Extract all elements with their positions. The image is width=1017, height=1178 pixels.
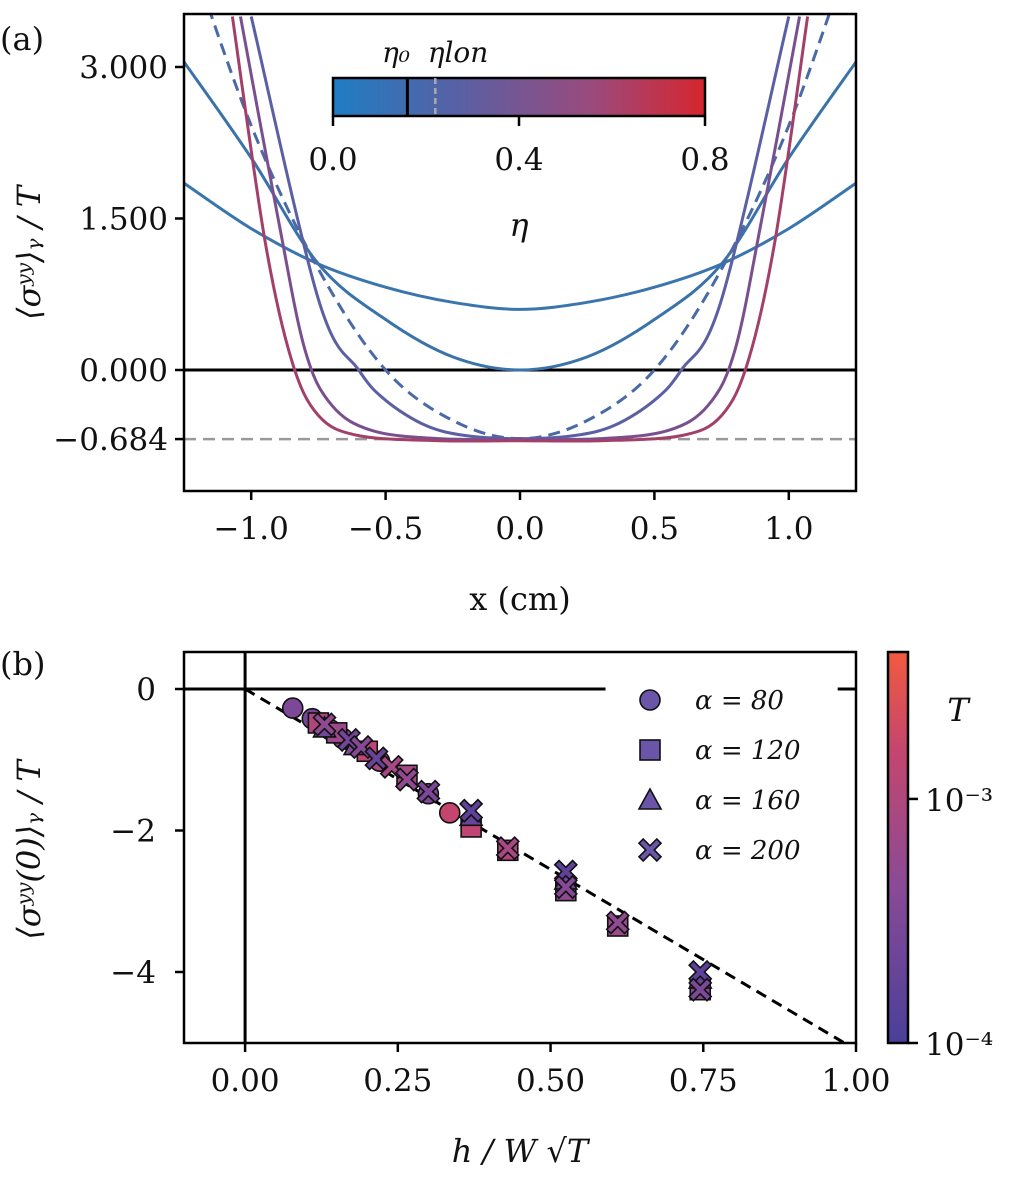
panel-b-label: (b) [0,645,45,683]
panel-a-xticks: −1.0 −0.5 0.0 0.5 1.0 [214,491,813,547]
data-point-x [688,959,713,985]
legend-label: α = 120 [695,736,801,766]
legend-label: α = 80 [695,686,784,716]
xtick-label: −1.0 [214,511,289,547]
eta-colorbar-ticks: 0.0 0.4 0.8 [308,116,730,178]
data-point-circle [281,697,304,719]
xtick-label: 1.00 [821,1063,890,1099]
panel-b-yticks: 0 −2 −4 [110,672,184,991]
xtick-label: 0.50 [516,1063,585,1099]
ytick-label: 3.000 [79,50,168,86]
ytick-label: −2 [110,814,156,850]
etalon-label: ηlon [428,36,489,69]
panel-a-plot-area [184,14,856,443]
data-point-x [553,874,578,900]
panel-b-ylabel: ⟨σʸʸ(0)⟩ᵧ / T [10,758,48,940]
legend-marker-x [637,837,663,863]
xtick-label: 0.00 [211,1063,280,1099]
panel-b-plot-area [184,652,856,1043]
series-line-eta-0-04 [184,61,856,372]
data-point-x [605,910,630,935]
panel-b: (b) 0.00 0.25 0.50 0.75 1.00 0−2−4 h / W √T … [0,645,993,1170]
eta0-label: η₀ [382,36,410,69]
T-colorbar: 10⁻³ 10⁻⁴ T [886,650,993,1063]
panel-a-ylabel: ⟨σʸʸ⟩ᵧ / T [10,183,48,320]
xtick-label: 0.0 [495,511,544,547]
legend: α = 80 α = 120 α = 160 α = 200 [637,686,801,866]
eta-colorbar-tick-label: 0.8 [680,142,729,178]
panel-a-series [184,14,856,443]
panel-b-xticks: 0.00 0.25 0.50 0.75 1.00 [211,1043,891,1099]
ytick-label: −0.684 [53,422,168,458]
xtick-label: −0.5 [348,511,423,547]
ytick-label: 0.000 [79,353,168,389]
T-colorbar-label: T [947,691,971,729]
T-colorbar-tick-label: 10⁻⁴ [925,1027,993,1063]
xtick-label: 0.5 [630,511,679,547]
panel-b-points [281,697,713,1002]
xtick-label: 1.0 [764,511,813,547]
legend-marker-square [639,739,661,761]
eta-colorbar-tick-label: 0.4 [494,142,543,178]
panel-a: (a) −1.0 −0.5 0.0 0.5 1.0 3.000 1.500 0.000 −0.… [0,12,858,618]
legend-label: α = 200 [695,836,801,866]
data-point-x [495,836,520,861]
eta-colorbar-gradient [331,76,707,118]
panel-a-xlabel: x (cm) [469,580,570,618]
panel-a-yticks: 3.000 1.500 0.000 −0.684 [53,50,184,458]
series-line-eta-0-55 [230,16,810,443]
panel-a-label: (a) [0,20,44,58]
data-point-x [458,798,484,823]
ytick-label: −4 [110,955,156,991]
ytick-label: 0 [136,672,156,708]
legend-label: α = 160 [695,786,801,816]
T-colorbar-gradient [886,650,910,1045]
eta-colorbar-tick-label: 0.0 [308,142,357,178]
eta-colorbar-label: η [509,206,528,244]
legend-marker-circle [639,689,661,711]
xtick-label: 0.75 [669,1063,738,1099]
eta-colorbar: η₀ ηlon 0.0 0.4 0.8 η [308,36,729,244]
panel-b-xlabel: h / W √T [452,1132,591,1170]
T-colorbar-tick-label: 10⁻³ [925,783,993,819]
series-line-eta-0-02 [184,181,856,311]
T-colorbar-ticks: 10⁻³ 10⁻⁴ [908,783,993,1063]
data-point-circle [438,802,461,824]
xtick-label: 0.25 [363,1063,432,1099]
ytick-label: 1.500 [79,202,168,238]
panel-b-frame [182,650,858,1045]
data-point-x [688,977,713,1002]
data-point-x [416,779,441,804]
data-point-x [312,712,337,737]
legend-marker-triangle [637,787,663,810]
